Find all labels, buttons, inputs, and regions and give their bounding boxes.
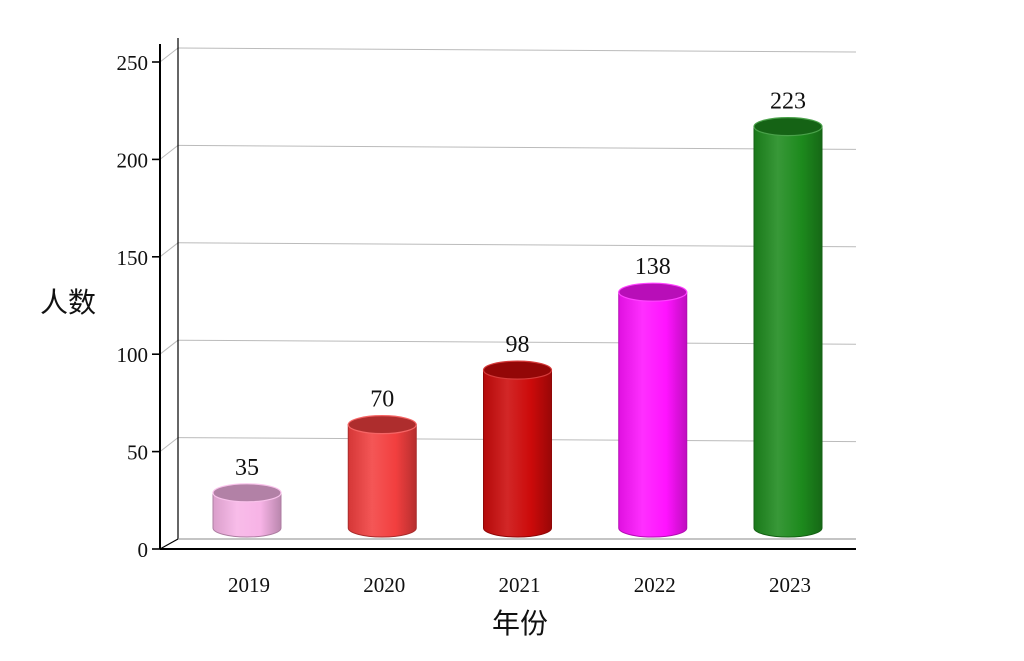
gridline-depth bbox=[159, 437, 179, 452]
bar-top bbox=[212, 483, 282, 503]
floor-depth-line bbox=[159, 538, 179, 550]
bar-top bbox=[482, 360, 553, 380]
gridline bbox=[177, 144, 857, 150]
y-tick-label: 200 bbox=[117, 148, 149, 172]
axes bbox=[159, 38, 856, 550]
data-label: 223 bbox=[770, 89, 806, 115]
data-label: 138 bbox=[635, 254, 671, 280]
bar-body bbox=[212, 492, 282, 538]
x-tick-label: 2020 bbox=[363, 573, 405, 597]
x-tick-label: 2023 bbox=[769, 573, 811, 597]
gridline-depth bbox=[159, 242, 179, 258]
bar-top bbox=[347, 415, 417, 435]
bar-2019: 35 bbox=[212, 455, 282, 538]
y-tick-label: 50 bbox=[127, 441, 148, 465]
bar-2020: 70 bbox=[347, 387, 417, 538]
bar-top bbox=[618, 282, 688, 302]
bar-body bbox=[483, 369, 552, 538]
gridlines bbox=[159, 47, 857, 452]
x-axis-title: 年份 bbox=[492, 607, 548, 640]
bar-body bbox=[347, 424, 417, 538]
bar-body bbox=[753, 126, 823, 538]
data-label: 70 bbox=[370, 387, 394, 413]
data-label: 35 bbox=[235, 455, 259, 481]
bar-2023: 223 bbox=[753, 89, 823, 538]
bars: 35 70 98 138 223 bbox=[212, 89, 823, 538]
y-axis-title: 人数 bbox=[40, 286, 96, 319]
x-tick-label: 2022 bbox=[634, 573, 676, 597]
gridline bbox=[177, 339, 857, 345]
bar-body bbox=[618, 291, 688, 538]
y-ticks: 0 50 100 150 200 250 bbox=[117, 51, 160, 562]
gridline-depth bbox=[159, 47, 179, 63]
gridline-depth bbox=[159, 145, 179, 160]
data-label: 98 bbox=[506, 332, 530, 358]
bar-2022: 138 bbox=[618, 254, 688, 538]
y-tick-label: 250 bbox=[117, 51, 149, 75]
gridline bbox=[177, 47, 857, 53]
bar-2021: 98 bbox=[482, 332, 553, 538]
y-tick-label: 100 bbox=[117, 343, 149, 367]
x-tick-label: 2021 bbox=[499, 573, 541, 597]
y-tick-label: 150 bbox=[117, 246, 149, 270]
x-tick-label: 2019 bbox=[228, 573, 270, 597]
gridline bbox=[177, 242, 857, 248]
x-ticks: 2019 2020 2021 2022 2023 bbox=[228, 573, 811, 597]
y-tick-label: 0 bbox=[138, 538, 149, 562]
bar-top bbox=[753, 116, 823, 137]
gridline-depth bbox=[159, 339, 179, 355]
